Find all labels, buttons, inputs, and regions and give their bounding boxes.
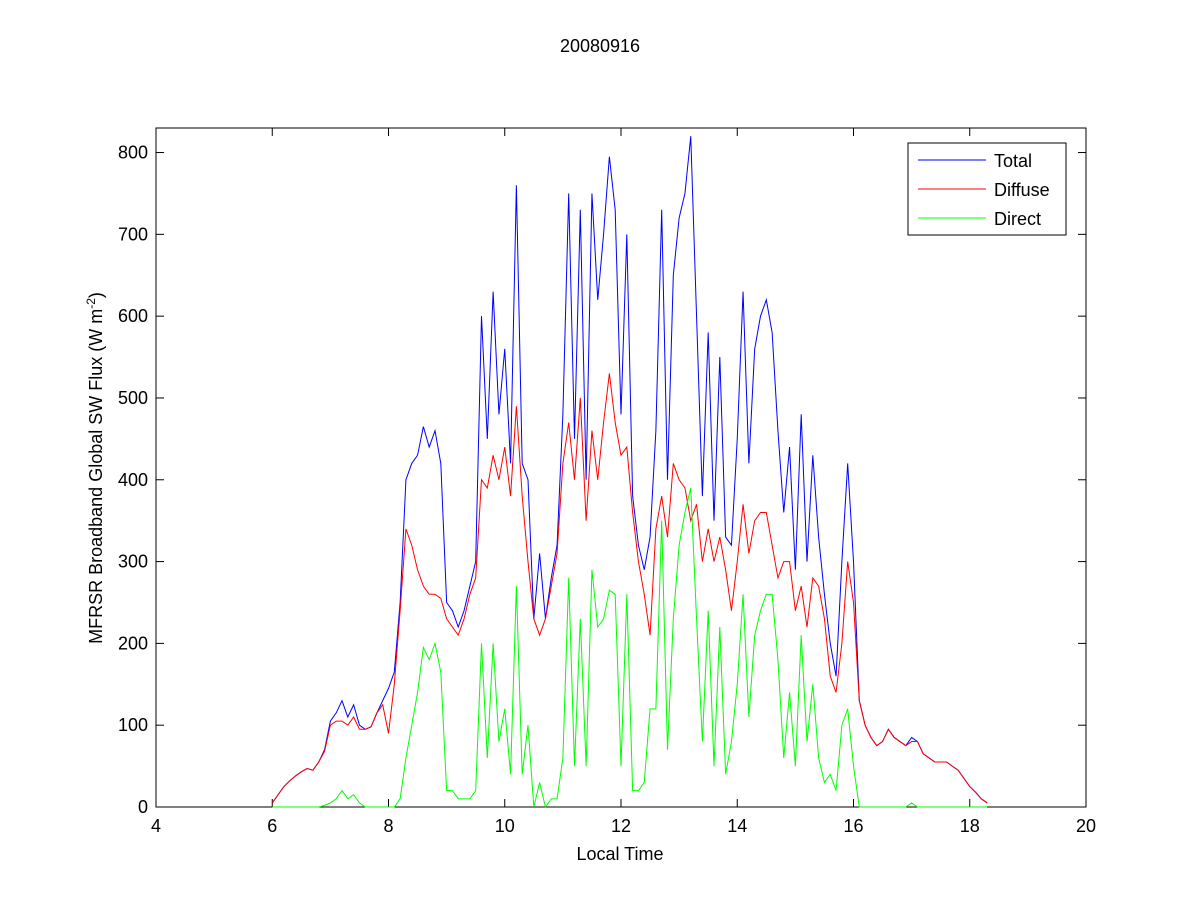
y-label-text: MFRSR Broadband Global SW Flux (W m <box>86 309 106 644</box>
x-tick-label: 18 <box>960 816 980 836</box>
legend-label: Diffuse <box>994 180 1050 200</box>
y-tick-label: 0 <box>138 797 148 817</box>
y-tick-label: 300 <box>118 552 148 572</box>
x-tick-label: 14 <box>727 816 747 836</box>
y-label-suffix: ) <box>86 292 106 298</box>
y-tick-label: 500 <box>118 388 148 408</box>
x-tick-label: 10 <box>495 816 515 836</box>
x-tick-label: 20 <box>1076 816 1096 836</box>
chart-title: 20080916 <box>560 36 640 56</box>
legend-label: Total <box>994 151 1032 171</box>
y-tick-label: 600 <box>118 306 148 326</box>
y-tick-label: 100 <box>118 715 148 735</box>
legend-label: Direct <box>994 209 1041 229</box>
x-tick-label: 8 <box>383 816 393 836</box>
x-tick-label: 6 <box>267 816 277 836</box>
y-axis-label: MFRSR Broadband Global SW Flux (W m-2) <box>84 292 106 644</box>
series-line <box>271 373 988 804</box>
x-axis-label: Local Time <box>576 844 663 864</box>
x-tick-label: 12 <box>611 816 631 836</box>
series-line <box>272 487 988 809</box>
y-tick-label: 800 <box>118 143 148 163</box>
y-tick-label: 700 <box>118 224 148 244</box>
x-tick-label: 16 <box>843 816 863 836</box>
x-tick-label: 4 <box>151 816 161 836</box>
y-label-superscript: -2 <box>84 298 98 309</box>
y-tick-label: 400 <box>118 470 148 490</box>
y-tick-label: 200 <box>118 633 148 653</box>
